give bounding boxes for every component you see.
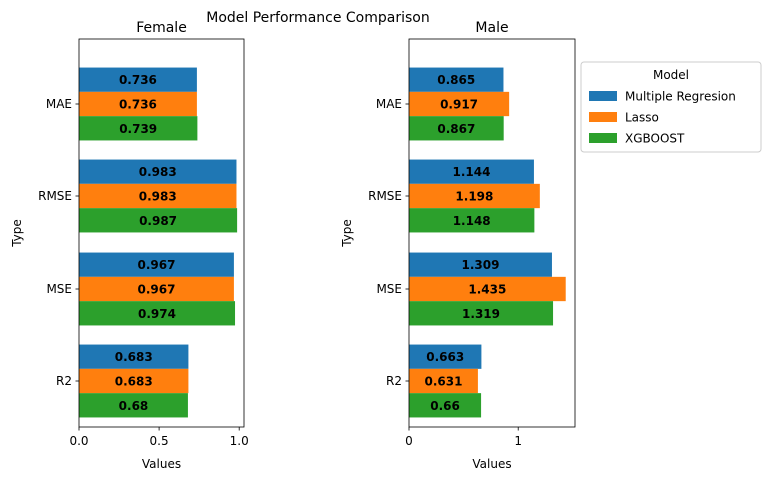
legend: Model Multiple Regresion Lasso XGBOOST (580, 61, 762, 153)
bar-label: 0.663 (426, 350, 464, 364)
y-tick-label: R2 (56, 374, 72, 388)
bar-label: 0.983 (139, 165, 177, 179)
bar-r2-1 (79, 368, 189, 394)
panel-female: 0.736 0.983 0.967 0.683 0.736 0.983 0.967 0.683… (10, 20, 249, 471)
y-tick-label: MAE (46, 97, 72, 111)
panel-title: Female (136, 20, 187, 36)
y-tick-label: R2 (386, 374, 402, 388)
bar-rmse-1 (409, 183, 540, 209)
y-tick-label: MSE (46, 282, 72, 296)
bar-r2-2 (79, 393, 188, 418)
bar-rmse-2 (409, 208, 535, 233)
legend-entry: Lasso (625, 111, 659, 125)
bar-label: 1.148 (453, 214, 491, 228)
legend-title: Model (653, 68, 689, 82)
y-tick-label: RMSE (38, 189, 72, 203)
axes-frame (78, 38, 245, 428)
bar-mse-1 (79, 276, 234, 302)
bar-label: 0.967 (137, 258, 175, 272)
bar-label: 0.68 (119, 399, 149, 413)
x-tick-label: 0 (405, 434, 413, 448)
figure-title: Model Performance Comparison (206, 10, 429, 26)
bar-label: 0.739 (119, 122, 157, 136)
bar-label: 1.144 (452, 165, 490, 179)
bar-label: 0.974 (138, 307, 176, 321)
bar-mse-2 (409, 301, 554, 326)
panel-title: Male (475, 20, 508, 36)
bar-mae-0 (409, 67, 504, 92)
bar-label: 0.683 (115, 375, 153, 389)
legend-swatch (589, 91, 617, 101)
bar-mse-0 (409, 252, 552, 277)
bar-rmse-1 (79, 183, 237, 209)
bar-mae-1 (79, 91, 197, 117)
bar-label: 1.319 (462, 307, 500, 321)
bar-label: 1.309 (461, 258, 499, 272)
panels: 0.736 0.983 0.967 0.683 0.736 0.983 0.967 0.683… (10, 20, 576, 471)
bar-mae-2 (79, 116, 198, 141)
bar-label: 1.198 (455, 190, 493, 204)
bar-label: 0.917 (440, 98, 478, 112)
bar-r2-1 (409, 368, 478, 394)
bar-label: 0.983 (139, 190, 177, 204)
bar-rmse-0 (409, 159, 534, 184)
axes-frame (408, 38, 576, 428)
bar-r2-0 (409, 344, 482, 369)
bar-label: 0.865 (437, 73, 475, 87)
x-tick-label: 1 (514, 434, 522, 448)
bar-label: 1.435 (468, 283, 506, 297)
x-tick-label: 1.0 (230, 434, 249, 448)
bar-mae-1 (409, 91, 510, 117)
bar-label: 0.987 (139, 214, 177, 228)
y-tick-label: RMSE (368, 189, 402, 203)
legend-entry: XGBOOST (625, 132, 685, 146)
legend-box (580, 61, 762, 153)
bar-label: 0.683 (115, 350, 153, 364)
y-tick-label: MAE (376, 97, 402, 111)
legend-swatch (589, 133, 617, 143)
y-axis-label: Type (340, 219, 354, 248)
bar-mse-0 (79, 252, 234, 277)
bar-r2-2 (409, 393, 482, 418)
panel-male: 0.865 1.144 1.309 0.663 0.917 1.198 1.435 0.631… (340, 20, 576, 471)
bar-r2-0 (79, 344, 189, 369)
bar-mse-1 (409, 276, 566, 302)
bar-mse-2 (79, 301, 236, 326)
y-axis-label: Type (10, 219, 24, 248)
legend-swatch (589, 112, 617, 122)
bar-label: 0.631 (424, 375, 462, 389)
x-tick-label: 0.0 (69, 434, 88, 448)
bar-mae-2 (409, 116, 504, 141)
x-axis-label: Values (142, 457, 181, 471)
x-tick-label: 0.5 (150, 434, 169, 448)
bar-mae-0 (79, 67, 197, 92)
bar-label: 0.66 (430, 399, 460, 413)
x-axis-label: Values (472, 457, 511, 471)
bar-rmse-0 (79, 159, 237, 184)
bar-label: 0.736 (119, 98, 157, 112)
y-tick-label: MSE (376, 282, 402, 296)
bar-rmse-2 (79, 208, 238, 233)
bar-label: 0.967 (137, 283, 175, 297)
bar-label: 0.736 (119, 73, 157, 87)
bar-label: 0.867 (437, 122, 475, 136)
legend-entry: Multiple Regresion (625, 90, 736, 104)
